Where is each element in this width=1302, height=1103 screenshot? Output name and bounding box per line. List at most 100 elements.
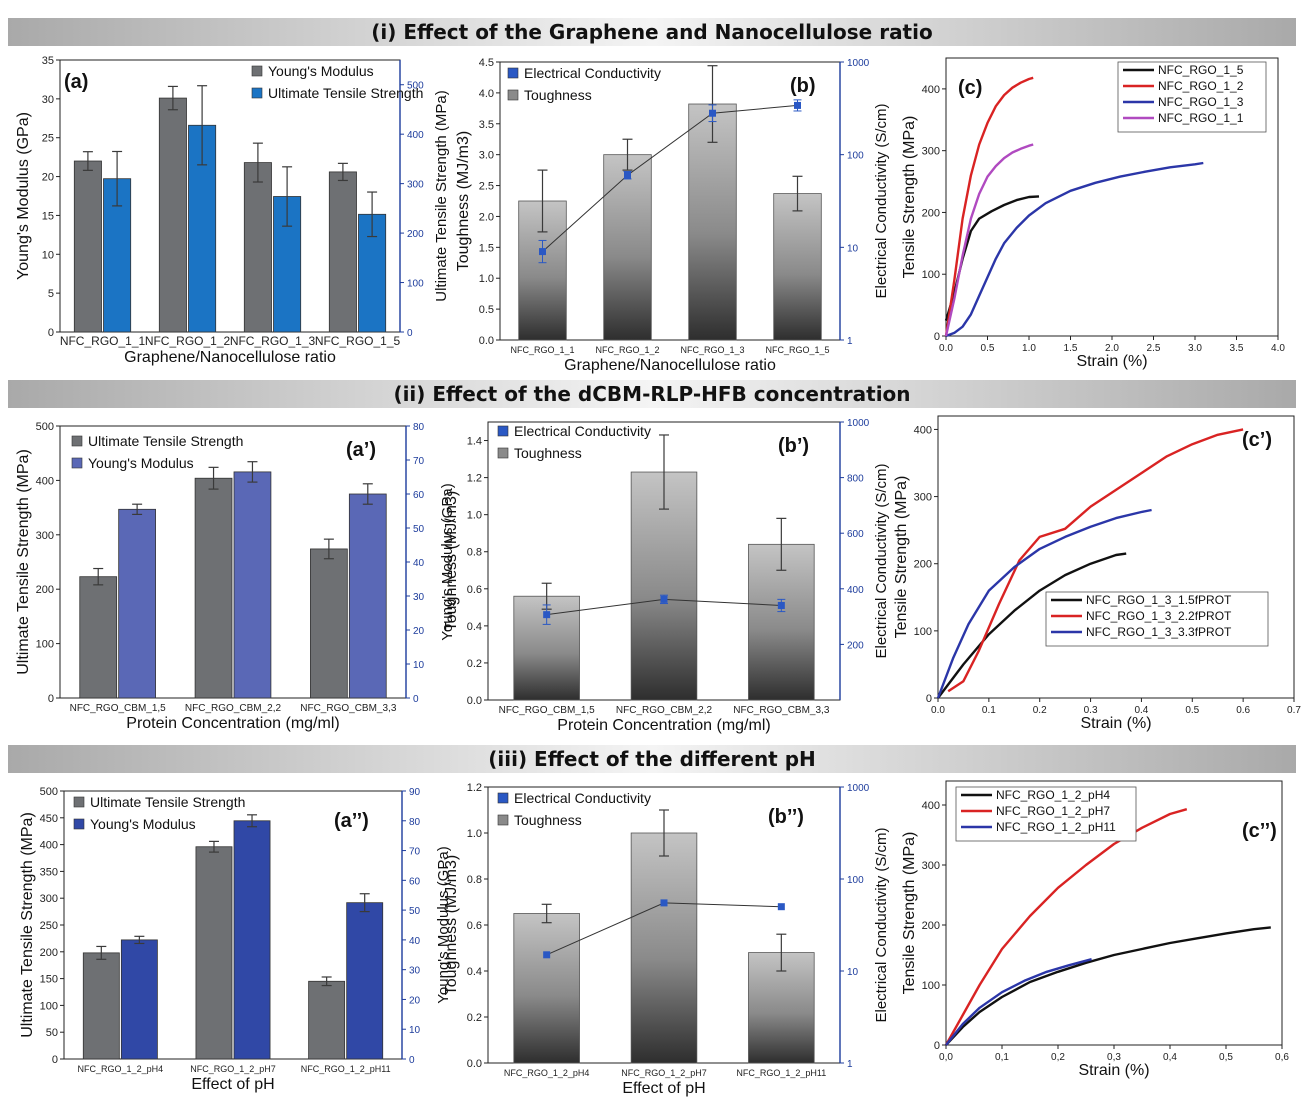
y2-tick-label: 100	[847, 151, 864, 162]
x-tick-label: 0.0	[931, 705, 945, 716]
x-tick-label: NFC_RGO_1_2_pH4	[78, 1064, 164, 1074]
y-tick-label: 450	[40, 813, 58, 825]
bar	[243, 162, 272, 333]
legend-label: NFC_RGO_1_2_pH11	[996, 820, 1116, 834]
legend-label: NFC_RGO_1_2_pH4	[996, 788, 1110, 802]
data-point	[543, 611, 551, 619]
series-line	[947, 428, 1244, 693]
y-tick-label: 0.8	[467, 874, 482, 886]
series-line	[944, 143, 1034, 337]
y-tick-label: 350	[40, 866, 58, 878]
y-tick-label: 3.0	[479, 150, 494, 162]
section-header-2: (ii) Effect of the dCBM-RLP-HFB concentr…	[8, 380, 1296, 408]
legend-label: Ultimate Tensile Strength	[90, 794, 245, 810]
x-tick-label: NFC_RGO_1_2	[145, 334, 231, 348]
x-axis-title: Strain (%)	[1080, 715, 1151, 732]
legend-swatch	[497, 792, 509, 804]
y-axis-title: Young's Modulus (GPa)	[15, 112, 32, 280]
y-tick-label: 150	[40, 974, 58, 986]
bar	[346, 902, 384, 1060]
legend-swatch	[71, 435, 83, 447]
legend-label: Toughness	[524, 87, 592, 103]
x-tick-label: NFC_RGO_1_2_pH11	[736, 1068, 826, 1078]
section-title: (ii) Effect of the dCBM-RLP-HFB concentr…	[393, 382, 911, 406]
y2-tick-label: 10	[847, 967, 859, 978]
y-tick-label: 0	[934, 1040, 940, 1052]
y-tick-label: 0.8	[467, 547, 482, 559]
y2-tick-label: 400	[847, 585, 864, 596]
y2-tick-label: 200	[847, 640, 864, 651]
bar	[118, 508, 156, 699]
panel-letter: (c’’)	[1242, 820, 1277, 842]
bar	[73, 160, 102, 333]
y-tick-label: 1.0	[467, 510, 482, 522]
y-axis-title: Tensile Strength (MPa)	[893, 476, 910, 639]
y2-tick-label: 10	[413, 660, 425, 671]
y-tick-label: 400	[922, 84, 940, 96]
legend-swatch	[497, 447, 509, 459]
panel-letter: (b)	[790, 75, 816, 97]
y-tick-label: 200	[914, 559, 932, 571]
y2-tick-label: 600	[847, 529, 864, 540]
y-tick-label: 100	[40, 1000, 58, 1012]
y2-tick-label: 500	[407, 81, 424, 92]
x-tick-label: 0.6	[1236, 705, 1250, 716]
bar	[158, 97, 187, 333]
y-tick-label: 0.4	[467, 966, 482, 978]
y2-tick-label: 0	[407, 328, 413, 339]
y2-tick-label: 40	[409, 936, 421, 947]
y-tick-label: 400	[36, 475, 54, 487]
y2-tick-label: 1	[847, 336, 853, 347]
legend-label: NFC_RGO_1_1	[1158, 111, 1244, 125]
x-axis-title: Strain (%)	[1076, 353, 1147, 370]
x-tick-label: NFC_RGO_1_2	[595, 345, 659, 355]
x-tick-label: 0,1	[995, 1052, 1009, 1063]
bar	[630, 471, 698, 701]
y-tick-label: 400	[914, 424, 932, 436]
x-tick-label: NFC_RGO_1_2_pH7	[621, 1068, 707, 1078]
y2-tick-label: 100	[407, 279, 424, 290]
y2-tick-label: 50	[409, 906, 421, 917]
y-tick-label: 100	[922, 269, 940, 281]
legend-label: NFC_RGO_1_3	[1158, 95, 1244, 109]
y-tick-label: 200	[922, 207, 940, 219]
data-point	[660, 595, 668, 603]
legend-label: Toughness	[514, 812, 582, 828]
bar	[513, 913, 580, 1064]
legend-label: Toughness	[514, 445, 582, 461]
y2-tick-label: 200	[407, 229, 424, 240]
x-tick-label: NFC_RGO_1_5	[315, 334, 401, 348]
y2-tick-label: 0	[413, 694, 419, 705]
x-tick-label: NFC_RGO_CBM_3,3	[733, 705, 830, 716]
x-axis-title: Effect of pH	[191, 1076, 274, 1093]
y2-tick-label: 800	[847, 474, 864, 485]
y2-axis-title: Young's Modulus (GPa)	[439, 483, 456, 640]
chart-panel-a2: 0 100 200 300 400 500 0 10 20 30 40 50 60 70 80 Ultimat…	[15, 421, 456, 732]
conductivity-line	[542, 104, 798, 252]
y-tick-label: 300	[914, 492, 932, 504]
y-tick-label: 0.0	[479, 335, 494, 347]
y2-tick-label: 30	[413, 592, 425, 603]
x-tick-label: NFC_RGO_CBM_3,3	[300, 703, 397, 714]
chart-panel-a: 0 5 10 15 20 25 30 35 0 100 200 300 400 500 Young's Mo…	[15, 55, 450, 366]
x-axis-title: Strain (%)	[1078, 1062, 1149, 1079]
bar	[688, 103, 737, 341]
x-axis-title: Protein Concentration (mg/ml)	[557, 717, 770, 734]
y-tick-label: 0.2	[467, 1012, 482, 1024]
legend-label: NFC_RGO_1_5	[1158, 63, 1244, 77]
panel-letter: (c)	[958, 77, 982, 99]
y2-tick-label: 1000	[847, 418, 870, 429]
legend-swatch	[73, 796, 85, 808]
y-tick-label: 2.5	[479, 181, 494, 193]
y2-tick-label: 40	[413, 558, 425, 569]
chart-panel-b: 0.0 0.5 1.0 1.5 2.0 2.5 3.0 3.5 4.0 4.5 1 10 100 1000…	[455, 57, 890, 374]
x-tick-label: 2.5	[1147, 343, 1161, 354]
y2-tick-label: 70	[409, 847, 421, 858]
legend-swatch	[497, 425, 509, 437]
legend-label: Electrical Conductivity	[514, 790, 651, 806]
panel-letter: (c’)	[1242, 429, 1272, 451]
x-tick-label: NFC_RGO_1_3	[230, 334, 316, 348]
y2-tick-label: 60	[409, 876, 421, 887]
y-tick-label: 400	[40, 840, 58, 852]
x-tick-label: NFC_RGO_1_1	[510, 345, 574, 355]
